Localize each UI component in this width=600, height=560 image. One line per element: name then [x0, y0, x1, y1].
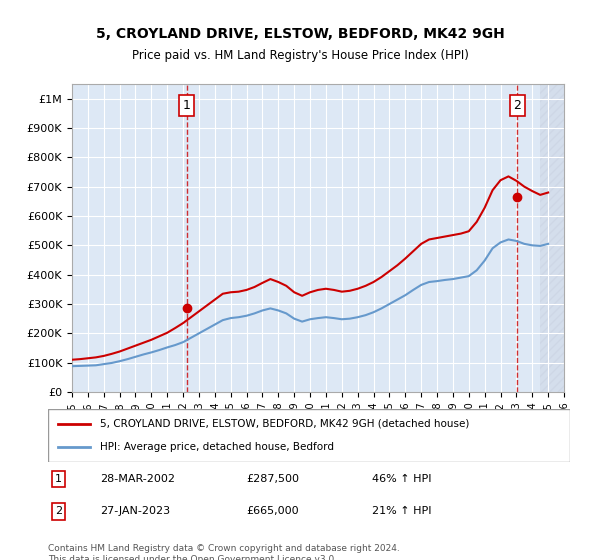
Text: £287,500: £287,500: [247, 474, 299, 484]
Text: 5, CROYLAND DRIVE, ELSTOW, BEDFORD, MK42 9GH: 5, CROYLAND DRIVE, ELSTOW, BEDFORD, MK42…: [95, 27, 505, 41]
Text: 28-MAR-2002: 28-MAR-2002: [100, 474, 175, 484]
Text: 27-JAN-2023: 27-JAN-2023: [100, 506, 170, 516]
Bar: [540, 84, 564, 392]
Text: 1: 1: [183, 99, 191, 112]
Text: Contains HM Land Registry data © Crown copyright and database right 2024.
This d: Contains HM Land Registry data © Crown c…: [48, 544, 400, 560]
Text: Price paid vs. HM Land Registry's House Price Index (HPI): Price paid vs. HM Land Registry's House …: [131, 49, 469, 63]
Text: 5, CROYLAND DRIVE, ELSTOW, BEDFORD, MK42 9GH (detached house): 5, CROYLAND DRIVE, ELSTOW, BEDFORD, MK42…: [100, 419, 470, 429]
Text: 21% ↑ HPI: 21% ↑ HPI: [371, 506, 431, 516]
Text: 2: 2: [55, 506, 62, 516]
Bar: [540, 84, 564, 392]
FancyBboxPatch shape: [48, 409, 570, 462]
Text: HPI: Average price, detached house, Bedford: HPI: Average price, detached house, Bedf…: [100, 442, 334, 452]
Text: £665,000: £665,000: [247, 506, 299, 516]
Text: 2: 2: [514, 99, 521, 112]
Text: 46% ↑ HPI: 46% ↑ HPI: [371, 474, 431, 484]
Text: 1: 1: [55, 474, 62, 484]
